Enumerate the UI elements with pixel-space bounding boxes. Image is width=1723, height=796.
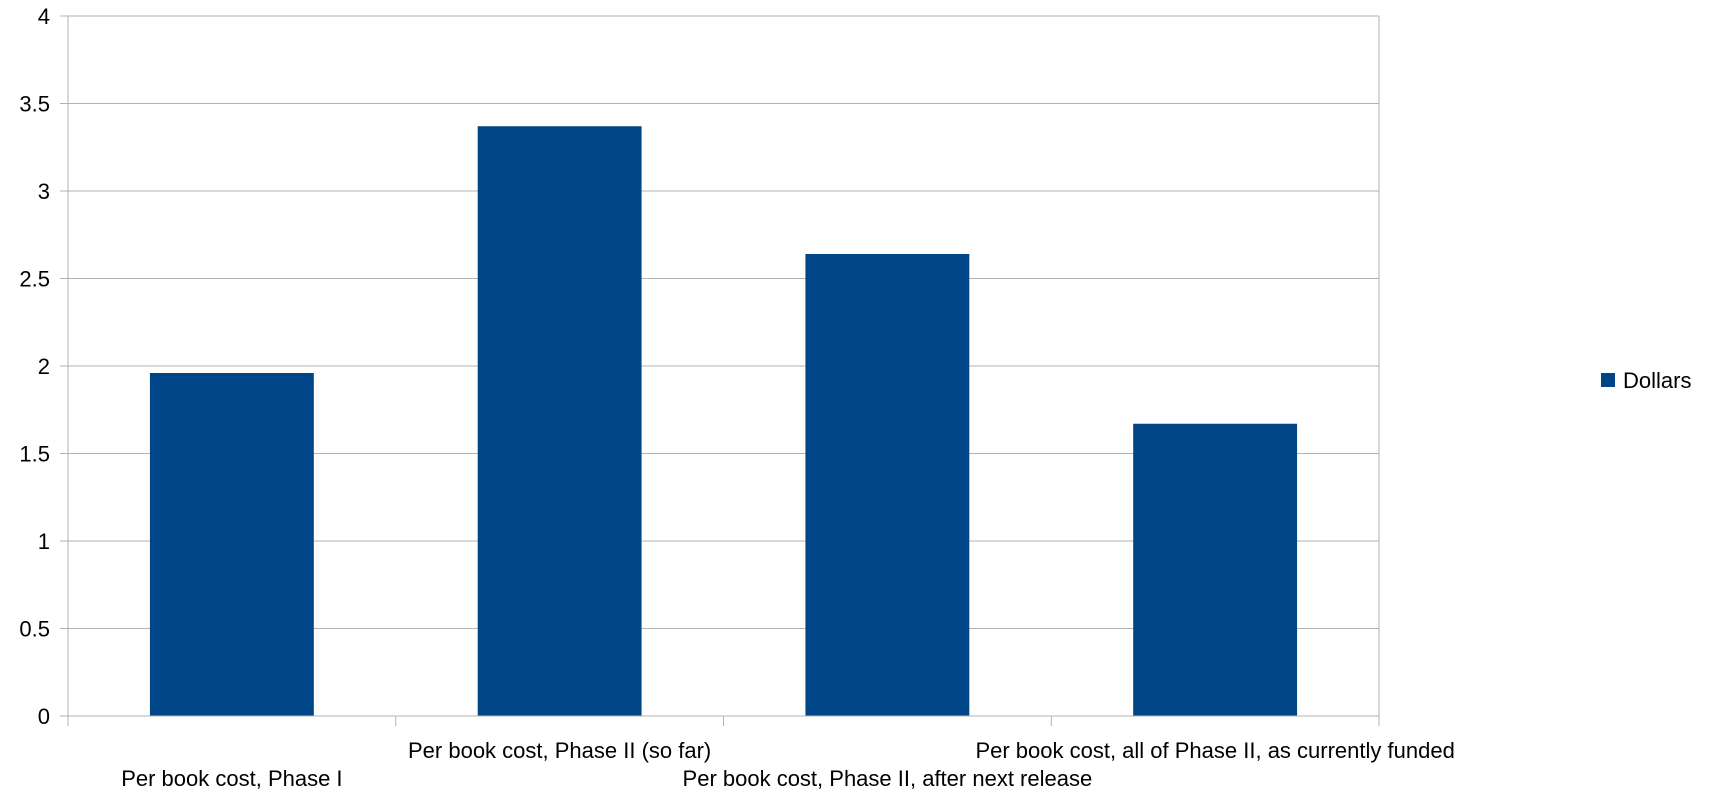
bar-2 bbox=[477, 126, 642, 716]
y-tick-label: 2 bbox=[38, 354, 50, 379]
bar-1 bbox=[149, 373, 314, 716]
axes bbox=[60, 15, 1380, 726]
y-tick-label: 1.5 bbox=[19, 442, 50, 467]
legend: Dollars bbox=[1601, 368, 1691, 393]
y-tick-label: 0 bbox=[38, 704, 50, 729]
y-tick-label: 3 bbox=[38, 179, 50, 204]
x-category-label: Per book cost, Phase II (so far) bbox=[408, 738, 711, 763]
x-category-label: Per book cost, Phase I bbox=[121, 766, 342, 791]
y-tick-label: 1 bbox=[38, 529, 50, 554]
bars bbox=[149, 126, 1298, 716]
legend-label-dollars: Dollars bbox=[1623, 368, 1691, 393]
y-tick-label: 3.5 bbox=[19, 92, 50, 117]
bar-4 bbox=[1133, 423, 1298, 716]
category-labels: Per book cost, Phase I Per book cost, Pha… bbox=[121, 738, 1455, 791]
bar-3 bbox=[805, 254, 970, 716]
x-category-label: Per book cost, Phase II, after next rele… bbox=[683, 766, 1093, 791]
y-tick-labels: 0 0.5 1 1.5 2 2.5 3 3.5 4 bbox=[19, 4, 50, 729]
y-tick-label: 0.5 bbox=[19, 617, 50, 642]
y-tick-label: 2.5 bbox=[19, 267, 50, 292]
x-category-label: Per book cost, all of Phase II, as curre… bbox=[975, 738, 1454, 763]
legend-swatch-dollars bbox=[1601, 373, 1615, 387]
y-tick-label: 4 bbox=[38, 4, 50, 29]
